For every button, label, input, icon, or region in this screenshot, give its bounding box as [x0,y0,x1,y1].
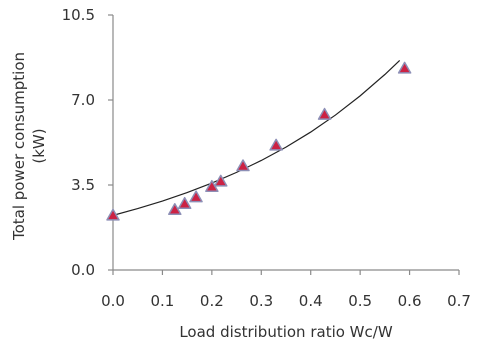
data-point [397,61,412,74]
x-tick-label: 0.2 [200,292,224,310]
data-point [269,138,283,151]
data-point [317,107,332,120]
y-tick-label: 10.5 [62,6,95,24]
data-point [168,203,182,216]
y-axis-title-line-1: Total power consumption [10,52,28,241]
y-axis-title-line-2: (kW) [30,128,48,163]
data-points-layer [106,61,412,221]
data-point [189,190,203,203]
x-tick-label: 0.1 [150,292,174,310]
x-tick-label: 0.0 [101,292,125,310]
data-point [177,196,192,209]
labels-layer: Load distribution ratio Wc/W Total power… [10,52,393,341]
data-point [214,174,228,187]
y-tick-label: 3.5 [71,176,95,194]
x-tick-label: 0.3 [249,292,273,310]
data-point [236,159,250,172]
y-tick-label: 7.0 [71,91,95,109]
x-tick-label: 0.4 [299,292,323,310]
x-tick-label: 0.7 [447,292,471,310]
data-point [106,208,120,221]
axes: 0.0 0.1 0.2 0.3 0.4 0.5 0.6 0.7 0.0 3.5 7.0 10.5 [62,6,471,310]
y-tick-label: 0.0 [71,261,95,279]
trendline-layer [112,59,401,216]
x-tick-label: 0.5 [348,292,372,310]
x-axis-title: Load distribution ratio Wc/W [179,323,392,341]
trendline [112,59,401,216]
x-tick-label: 0.6 [398,292,422,310]
